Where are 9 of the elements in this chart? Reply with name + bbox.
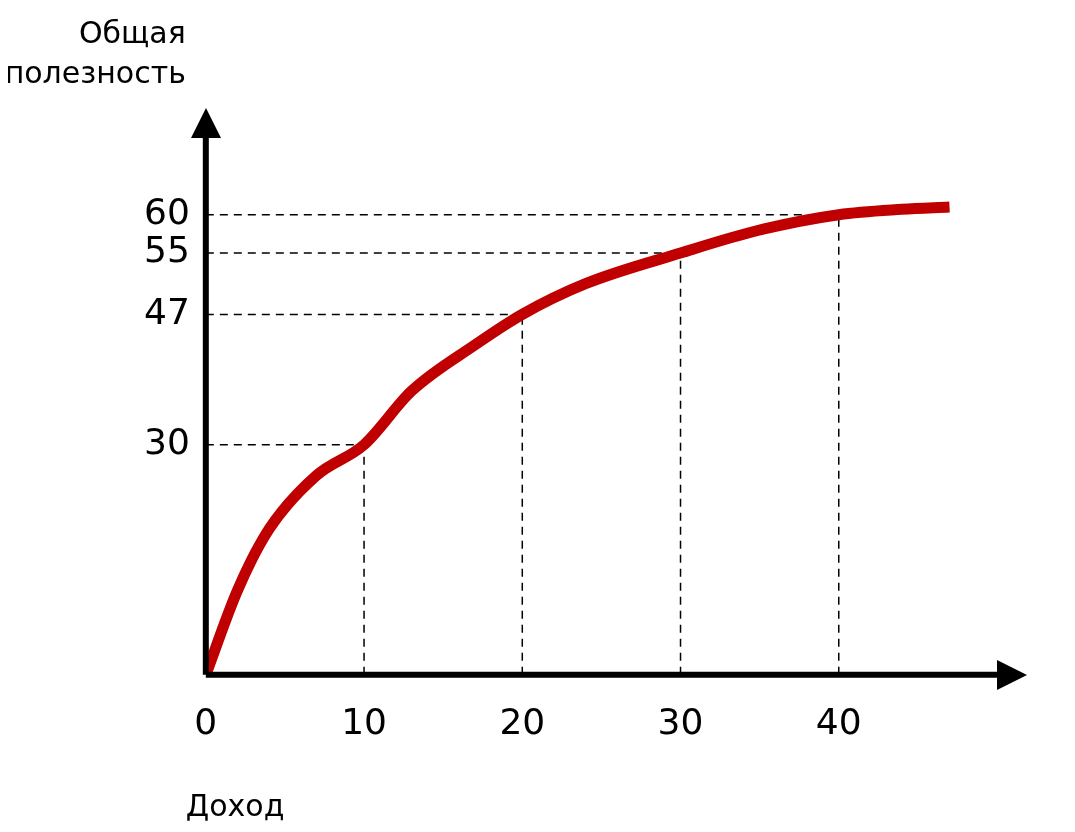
y-tick-label: 30 — [144, 421, 190, 463]
x-tick-label: 10 — [341, 700, 387, 742]
x-axis-title: Доход — [185, 788, 285, 823]
x-tick-label: 30 — [657, 700, 704, 742]
y-axis-title: Общая полезность — [4, 15, 186, 90]
x-tick-label: 40 — [815, 700, 862, 742]
x-tick-label: 0 — [194, 700, 218, 742]
x-tick-label: 20 — [499, 700, 546, 742]
y-tick-label: 47 — [144, 290, 190, 332]
